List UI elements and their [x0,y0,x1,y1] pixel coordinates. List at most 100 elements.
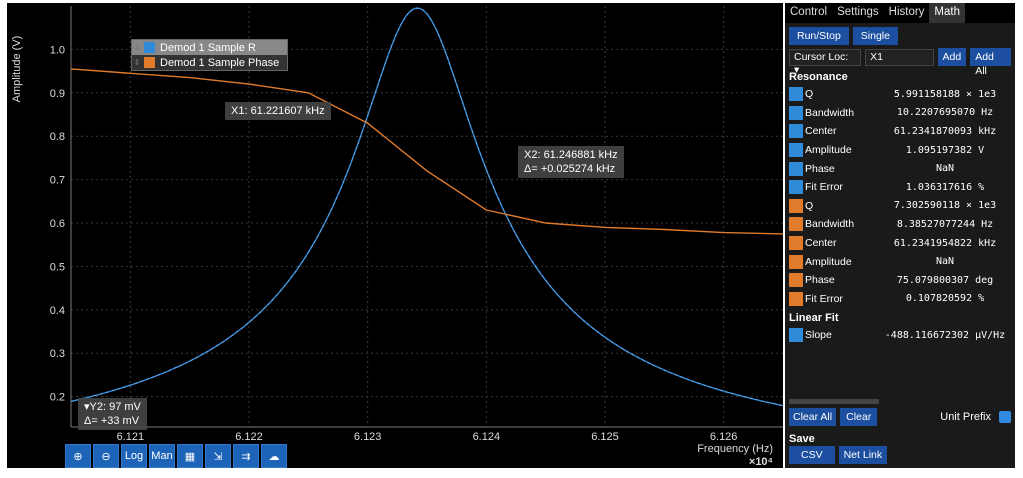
measurement-value: NaN [935,256,955,268]
reorder-icon[interactable]: ⇕ [133,43,141,52]
legend[interactable]: ⇕ Demod 1 Sample R ⇕ Demod 1 Sample Phas… [131,39,289,71]
legend-label-r: Demod 1 Sample R [160,41,256,54]
export-image-button[interactable]: ⇲ [205,444,231,468]
tab-history[interactable]: History [888,6,925,18]
add-button[interactable]: Add [937,48,967,66]
zoom-out-button[interactable]: ⊖ [93,444,119,468]
data-export-icon: ⇉ [241,450,251,463]
measurement-name: Phase [805,162,835,175]
measurement-value: 8.38527077244 Hz [896,218,994,230]
x-tick-label: 6.123 [354,431,382,443]
run-stop-button[interactable]: Run/Stop [789,27,849,45]
log-scale-button[interactable]: Log [121,444,147,468]
cursor-delta-y: Δ= +33 mV [84,415,140,427]
cursor-delta-x: Δ= +0.025274 kHz [524,163,616,175]
cloud-icon: ☁ [268,450,280,463]
measurement-value: 5.991158188 × 1e3 [893,88,997,100]
measurement-color-swatch [789,273,803,288]
measurement-row[interactable]: Bandwidth 10.2207695070 Hz [785,104,1015,123]
tab-control[interactable]: Control [790,6,828,18]
legend-swatch-r [144,42,155,53]
measurement-color-swatch [789,236,803,251]
plot-area[interactable]: 1.0 0.9 0.8 0.7 0.6 0.5 0.4 0.3 0.2 6.121 6.122 6.1… [7,3,783,468]
measurement-color-swatch [789,105,803,120]
measurement-name: Q [805,88,814,101]
measurement-value: 1.095197382 V [905,144,985,156]
linear-fit-list: Slope -488.116672302 µV/Hz [785,326,1015,345]
net-link-button[interactable]: Net Link [838,446,888,464]
save-row: CSV Net Link [789,446,888,464]
cloud-button[interactable]: ☁ [261,444,287,468]
single-button[interactable]: Single [852,27,898,45]
x-axis-label-block: Frequency (Hz) ×10⁴ [697,443,773,469]
measurement-row[interactable]: Slope -488.116672302 µV/Hz [785,326,1015,345]
measurement-row[interactable]: Phase NaN [785,159,1015,178]
legend-item-phase[interactable]: ⇕ Demod 1 Sample Phase [132,55,287,70]
measurement-value: 61.2341870093 kHz [893,125,997,137]
measurement-row[interactable]: Fit Error 0.107820592 % [785,290,1015,309]
unit-prefix-toggle[interactable] [999,411,1011,423]
tab-settings[interactable]: Settings [837,6,879,18]
legend-swatch-phase [144,57,155,68]
measurement-row[interactable]: Q 5.991158188 × 1e3 [785,85,1015,104]
target-select[interactable]: X1 [865,48,934,66]
series-line-phase [70,68,783,235]
y-tick-label: 0.5 [50,261,65,273]
zoom-in-button[interactable]: ⊕ [65,444,91,468]
measurement-row[interactable]: Amplitude NaN [785,252,1015,271]
cursor-y2-label: ▾Y2: 97 mV Δ= +33 mV [78,398,147,430]
horizontal-scrollbar[interactable] [789,399,879,404]
y-tick-label: 0.6 [50,218,65,230]
reorder-icon[interactable]: ⇕ [133,58,141,67]
x-tick-label: 6.122 [235,431,263,443]
y-tick-label: 1.0 [50,44,65,56]
y-tick-label: 0.3 [50,348,65,360]
clear-all-button[interactable]: Clear All [789,408,837,426]
zoom-out-icon: ⊖ [101,450,111,463]
measurement-row[interactable]: Amplitude 1.095197382 V [785,141,1015,160]
measurement-value: 1.036317616 % [905,181,985,193]
measurement-row[interactable]: Fit Error 1.036317616 % [785,178,1015,197]
cursor-x2-label: X2: 61.246881 kHz Δ= +0.025274 kHz [518,146,624,178]
resonance-title: Resonance [789,71,848,83]
x-multiplier: ×10⁴ [748,456,773,468]
measurement-color-swatch [789,217,803,232]
add-all-button[interactable]: Add All [970,48,1011,77]
measurement-name: Amplitude [805,255,852,268]
measurement-color-swatch [789,161,803,176]
measurement-row[interactable]: Q 7.302590118 × 1e3 [785,197,1015,216]
measurement-value: 10.2207695070 Hz [896,107,994,119]
clear-button[interactable]: Clear [840,408,878,426]
measurement-color-swatch [789,143,803,158]
plot-svg[interactable]: 1.0 0.9 0.8 0.7 0.6 0.5 0.4 0.3 0.2 6.121 6.122 6.1… [7,3,783,468]
measurement-row[interactable]: Center 61.2341870093 kHz [785,122,1015,141]
measurement-color-swatch [789,254,803,269]
unit-prefix-label: Unit Prefix [940,411,991,423]
export-data-button[interactable]: ⇉ [233,444,259,468]
measurement-name: Amplitude [805,144,852,157]
measurement-row[interactable]: Center 61.2341954822 kHz [785,234,1015,253]
measurement-row[interactable]: Bandwidth 8.38527077244 Hz [785,215,1015,234]
resonance-list: Q 5.991158188 × 1e3 Bandwidth 10.2207695070… [785,85,1015,308]
measurement-color-swatch [789,87,803,102]
tab-math[interactable]: Math [929,3,965,23]
x-tick-label: 6.124 [473,431,501,443]
measurement-row[interactable]: Phase 75.079800307 deg [785,271,1015,290]
measurement-value: NaN [935,163,955,175]
y-tick-label: 0.7 [50,175,65,187]
fit-line-r [70,7,783,407]
measurement-color-swatch [789,198,803,213]
plot-toolbar: ⊕ ⊖ Log Man ▦ ⇲ ⇉ ☁ [65,444,287,468]
measurement-name: Fit Error [805,292,843,305]
manual-range-button[interactable]: Man [149,444,175,468]
grid-button[interactable]: ▦ [177,444,203,468]
measurement-name: Center [805,125,837,138]
csv-button[interactable]: CSV [789,446,835,464]
measurement-name: Fit Error [805,181,843,194]
legend-item-r[interactable]: ⇕ Demod 1 Sample R [132,40,288,55]
measurement-color-swatch [789,124,803,139]
operation-select[interactable]: Cursor Loc: ▾ [789,48,862,76]
y-tick-label: 0.9 [50,88,65,100]
measurement-name: Q [805,199,814,212]
measurement-color-swatch [789,291,803,306]
